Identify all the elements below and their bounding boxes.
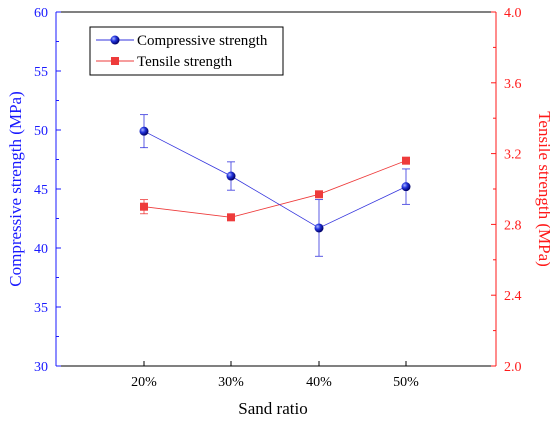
- compressive-strength-point: [314, 223, 324, 233]
- right-axis-tick-label: 3.6: [504, 77, 522, 92]
- left-y-axis: 30 35 40 45 50 55 60: [34, 6, 61, 375]
- y-axis-title-right: Tensile strength (MPa): [535, 111, 550, 267]
- tensile-strength-point: [140, 202, 148, 211]
- legend-marker-compressive: [110, 35, 120, 45]
- plot-frame: [56, 11, 496, 367]
- right-axis-tick-label: 2.4: [504, 289, 522, 304]
- right-axis-tick-label: 4.0: [504, 6, 522, 21]
- right-axis-tick-label: 2.8: [504, 218, 522, 233]
- left-axis-tick-label: 60: [34, 6, 48, 21]
- left-axis-tick-label: 55: [34, 65, 48, 80]
- tensile-strength-point: [402, 156, 410, 165]
- right-y-axis: 2.0 2.4 2.8 3.2 3.6 4.0: [491, 6, 522, 375]
- left-axis-tick-label: 50: [34, 124, 48, 139]
- x-axis-tick-label: 50%: [393, 375, 419, 390]
- legend-label-tensile: Tensile strength: [137, 54, 233, 70]
- compressive-strength-point: [139, 126, 149, 136]
- x-axis: 20% 30% 40% 50%: [131, 361, 419, 390]
- tensile-strength-point: [315, 190, 323, 199]
- x-axis-tick-label: 20%: [131, 375, 157, 390]
- series-layer: [139, 114, 411, 257]
- y-axis-title-left: Compressive strength (MPa): [6, 91, 25, 286]
- legend-marker-tensile: [111, 57, 119, 65]
- left-axis-tick-label: 40: [34, 242, 48, 257]
- x-axis-title: Sand ratio: [238, 399, 307, 418]
- left-axis-tick-label: 30: [34, 360, 48, 375]
- x-axis-tick-label: 40%: [306, 375, 332, 390]
- compressive-strength-line: [143, 130, 407, 229]
- x-axis-tick-label: 30%: [218, 375, 244, 390]
- left-axis-tick-label: 35: [34, 301, 48, 316]
- compressive-strength-point: [401, 182, 411, 192]
- left-axis-tick-label: 45: [34, 183, 48, 198]
- tensile-strength-line: [143, 160, 407, 218]
- legend-label-compressive: Compressive strength: [137, 33, 268, 49]
- right-axis-tick-label: 3.2: [504, 148, 522, 163]
- tensile-strength-point: [227, 213, 235, 222]
- right-axis-tick-label: 2.0: [504, 360, 522, 375]
- compressive-strength-point: [226, 171, 236, 181]
- legend: Compressive strength Tensile strength: [89, 26, 284, 76]
- legend-box: [89, 26, 284, 76]
